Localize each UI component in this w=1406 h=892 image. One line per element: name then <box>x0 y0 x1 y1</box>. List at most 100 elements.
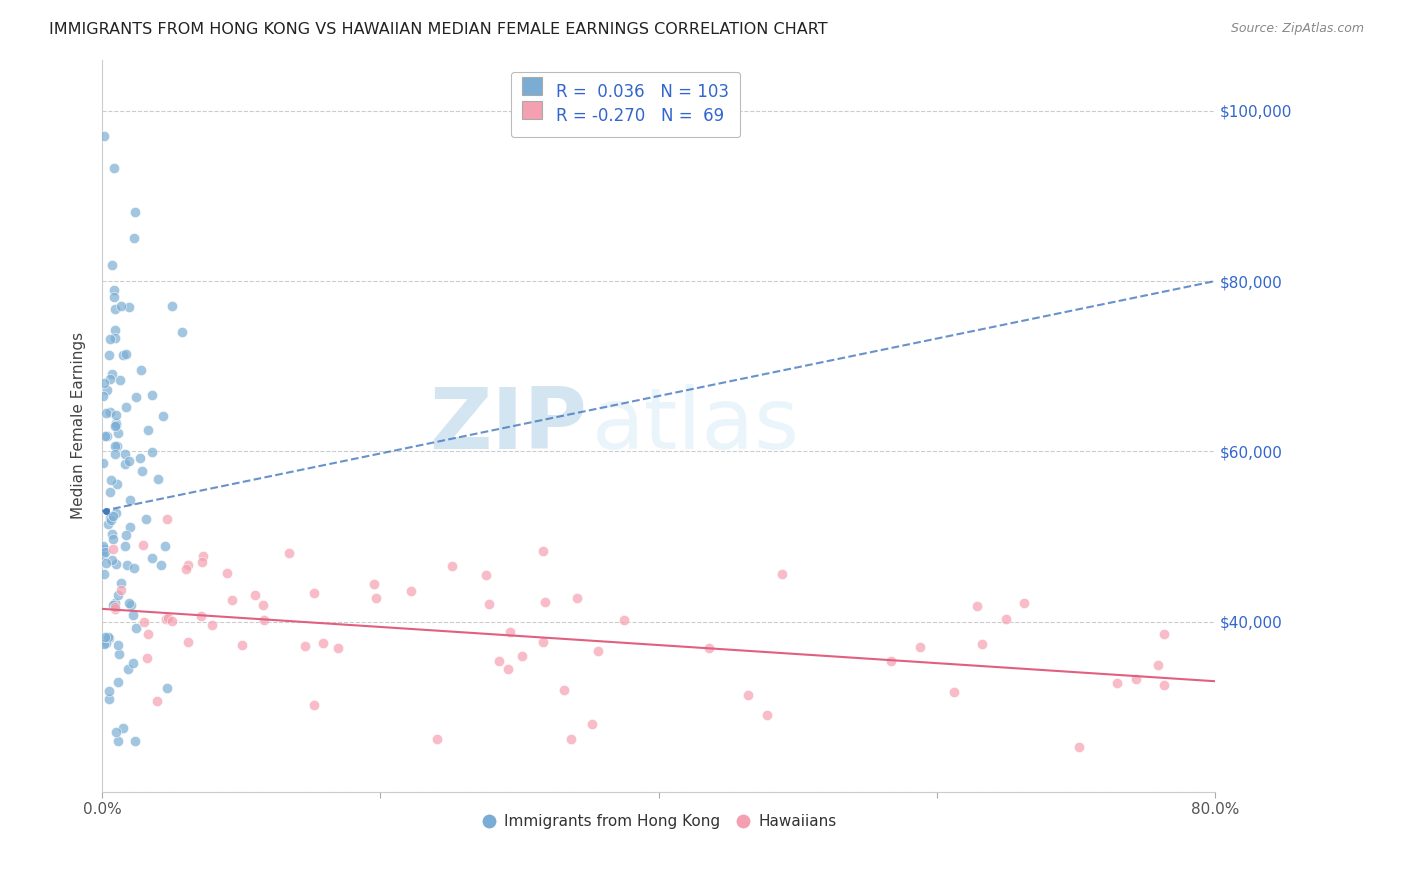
Point <box>97 348 120 362</box>
Point <box>93 376 115 391</box>
Point <box>1153 678 1175 692</box>
Point <box>426 731 449 746</box>
Point <box>112 721 135 735</box>
Point <box>156 681 179 695</box>
Point <box>117 454 139 468</box>
Point <box>136 626 159 640</box>
Point <box>122 231 145 245</box>
Point <box>146 472 169 486</box>
Point <box>496 662 519 676</box>
Point <box>512 648 534 663</box>
Legend: Immigrants from Hong Kong, Hawaiians: Immigrants from Hong Kong, Hawaiians <box>475 808 842 836</box>
Point <box>131 464 153 478</box>
Point <box>107 639 129 653</box>
Point <box>108 647 131 661</box>
Point <box>108 373 131 387</box>
Point <box>101 367 124 381</box>
Point <box>105 725 128 739</box>
Point <box>114 347 136 361</box>
Point <box>153 539 176 553</box>
Point <box>101 552 124 566</box>
Point <box>103 508 125 523</box>
Point <box>363 577 385 591</box>
Point <box>114 457 136 471</box>
Point <box>970 637 993 651</box>
Point <box>170 325 193 339</box>
Point <box>399 583 422 598</box>
Point <box>910 640 932 654</box>
Point <box>100 258 122 272</box>
Point <box>107 425 129 440</box>
Point <box>201 617 224 632</box>
Point <box>1014 597 1036 611</box>
Point <box>98 405 121 419</box>
Point <box>97 517 120 532</box>
Point <box>96 383 118 397</box>
Point <box>174 561 197 575</box>
Point <box>110 576 132 591</box>
Point <box>478 597 501 611</box>
Point <box>177 635 200 649</box>
Point <box>770 567 793 582</box>
Point <box>104 596 127 610</box>
Point <box>103 598 125 612</box>
Point <box>104 323 127 337</box>
Point <box>115 558 138 572</box>
Point <box>129 451 152 466</box>
Point <box>156 512 179 526</box>
Point <box>136 423 159 437</box>
Point <box>221 592 243 607</box>
Point <box>104 416 127 430</box>
Point <box>115 527 138 541</box>
Point <box>91 456 114 470</box>
Point <box>104 599 127 614</box>
Point <box>120 520 142 534</box>
Point <box>531 544 554 558</box>
Point <box>995 612 1018 626</box>
Point <box>104 331 127 345</box>
Point <box>191 549 214 563</box>
Point <box>103 532 125 546</box>
Point <box>499 625 522 640</box>
Point <box>96 635 118 649</box>
Point <box>100 513 122 527</box>
Point <box>1125 673 1147 687</box>
Point <box>1153 627 1175 641</box>
Point <box>155 612 177 626</box>
Point <box>146 694 169 708</box>
Point <box>93 566 115 581</box>
Point <box>880 655 903 669</box>
Point <box>488 654 510 668</box>
Point <box>105 476 128 491</box>
Point <box>105 439 128 453</box>
Point <box>613 613 636 627</box>
Point <box>231 639 253 653</box>
Point <box>440 559 463 574</box>
Point <box>129 363 152 377</box>
Point <box>97 691 120 706</box>
Point <box>107 734 129 748</box>
Point <box>152 409 174 424</box>
Point <box>243 588 266 602</box>
Point <box>1146 658 1168 673</box>
Point <box>124 205 146 219</box>
Text: Source: ZipAtlas.com: Source: ZipAtlas.com <box>1230 22 1364 36</box>
Point <box>156 611 179 625</box>
Point <box>100 332 122 346</box>
Text: atlas: atlas <box>592 384 800 467</box>
Point <box>253 613 276 627</box>
Point <box>98 684 121 698</box>
Point <box>98 510 121 524</box>
Point <box>252 598 274 612</box>
Point <box>101 526 124 541</box>
Point <box>697 640 720 655</box>
Point <box>277 545 299 559</box>
Point <box>1105 676 1128 690</box>
Point <box>132 538 155 552</box>
Point <box>177 558 200 573</box>
Point <box>581 716 603 731</box>
Text: ZIP: ZIP <box>429 384 586 467</box>
Point <box>134 615 156 630</box>
Point <box>93 389 115 403</box>
Point <box>94 544 117 558</box>
